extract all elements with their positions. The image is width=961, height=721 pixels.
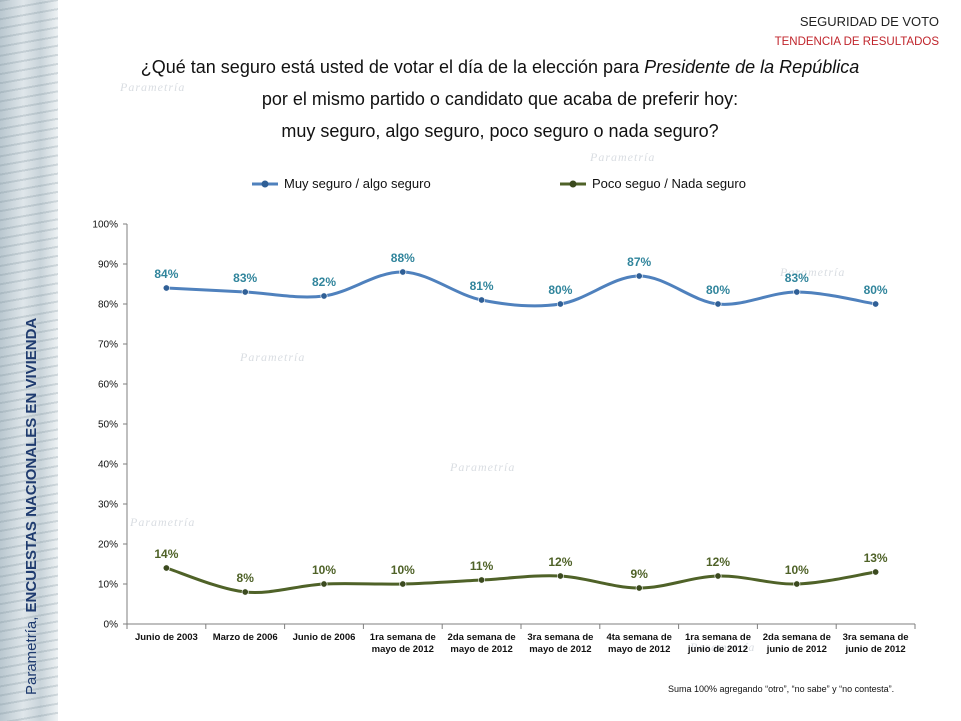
series-line-2	[165, 566, 876, 594]
y-tick-label: 10%	[98, 580, 118, 591]
data-point	[320, 292, 328, 300]
y-tick-label: 0%	[104, 620, 119, 631]
x-tick-label: 2da semana de junio de 2012	[763, 632, 831, 655]
x-tick-label: Marzo de 2006	[213, 632, 278, 643]
data-label: 80%	[548, 283, 572, 297]
y-tick-label: 80%	[98, 300, 118, 311]
data-point	[320, 580, 328, 588]
x-tick-label: 3ra semana de mayo de 2012	[527, 632, 593, 655]
data-point	[872, 300, 880, 308]
data-label: 80%	[864, 283, 888, 297]
data-label: 80%	[706, 283, 730, 297]
y-tick-label: 40%	[98, 460, 118, 471]
data-point	[162, 284, 170, 292]
watermark-text: Parametría	[590, 150, 656, 164]
y-tick-label: 100%	[92, 220, 118, 231]
watermark-text: Parametría	[780, 265, 846, 279]
data-point	[793, 580, 801, 588]
data-point	[872, 568, 880, 576]
x-tick-label: 2da semana de mayo de 2012	[448, 632, 516, 655]
data-point	[556, 300, 564, 308]
watermark-text: Parametría	[120, 80, 186, 94]
data-point	[399, 268, 407, 276]
y-tick-label: 70%	[98, 340, 118, 351]
data-point	[241, 588, 249, 596]
x-tick-label: 1ra semana de junio de 2012	[685, 632, 751, 655]
y-tick-label: 90%	[98, 260, 118, 271]
data-label: 10%	[391, 563, 415, 577]
y-tick-label: 50%	[98, 420, 118, 431]
footnote: Suma 100% agregando “otro”, “no sabe” y …	[668, 684, 895, 694]
data-label: 81%	[470, 279, 494, 293]
data-point	[556, 572, 564, 580]
question-line-3: muy seguro, algo seguro, poco seguro o n…	[281, 121, 719, 141]
x-tick-label: 1ra semana de mayo de 2012	[370, 632, 436, 655]
legend-line-icon	[560, 180, 586, 187]
data-label: 11%	[470, 559, 494, 573]
data-label: 84%	[154, 267, 178, 281]
data-label: 87%	[627, 255, 651, 269]
legend-line-icon	[252, 180, 278, 187]
data-point	[162, 564, 170, 572]
data-point	[478, 576, 486, 584]
legend-label-series-1: Muy seguro / algo seguro	[284, 176, 431, 191]
data-point	[714, 300, 722, 308]
watermark-text: Parametría	[690, 640, 756, 654]
data-label: 10%	[785, 563, 809, 577]
left-decorative-strip	[0, 0, 58, 721]
data-label: 12%	[706, 555, 730, 569]
y-tick-label: 60%	[98, 380, 118, 391]
legend-item-series-1: Muy seguro / algo seguro	[252, 176, 431, 191]
header-subtitle: TENDENCIA DE RESULTADOS	[774, 36, 939, 48]
data-label: 9%	[631, 567, 649, 581]
legend-item-series-2: Poco seguo / Nada seguro	[560, 176, 746, 191]
data-label: 83%	[233, 271, 257, 285]
watermark-text: Parametría	[240, 350, 306, 364]
header-title: SEGURIDAD DE VOTO	[799, 14, 939, 29]
data-point	[241, 288, 249, 296]
data-label: 12%	[548, 555, 572, 569]
data-point	[714, 572, 722, 580]
question-line-2: por el mismo partido o candidato que aca…	[261, 89, 739, 109]
x-tick-label: 4ta semana de mayo de 2012	[606, 632, 671, 655]
y-tick-label: 20%	[98, 540, 118, 551]
x-tick-label: Junio de 2003	[135, 632, 198, 643]
data-point	[635, 272, 643, 280]
series-line-1	[166, 270, 876, 308]
data-label: 10%	[312, 563, 336, 577]
data-label: 88%	[391, 251, 415, 265]
watermark-text: Parametría	[450, 460, 516, 474]
x-tick-label: 3ra semana de junio de 2012	[843, 632, 909, 655]
data-label: 82%	[312, 275, 336, 289]
data-label: 83%	[785, 271, 809, 285]
x-tick-label: Junio de 2006	[293, 632, 356, 643]
data-point	[793, 288, 801, 296]
data-label: 8%	[237, 571, 255, 585]
watermark-text: Parametría	[130, 515, 196, 529]
question-line-1: ¿Qué tan seguro está usted de votar el d…	[140, 57, 860, 77]
data-label: 13%	[864, 551, 888, 565]
y-tick-label: 30%	[98, 500, 118, 511]
data-point	[478, 296, 486, 304]
data-point	[635, 584, 643, 592]
legend-label-series-2: Poco seguo / Nada seguro	[592, 176, 746, 191]
data-point	[399, 580, 407, 588]
data-label: 14%	[154, 547, 178, 561]
